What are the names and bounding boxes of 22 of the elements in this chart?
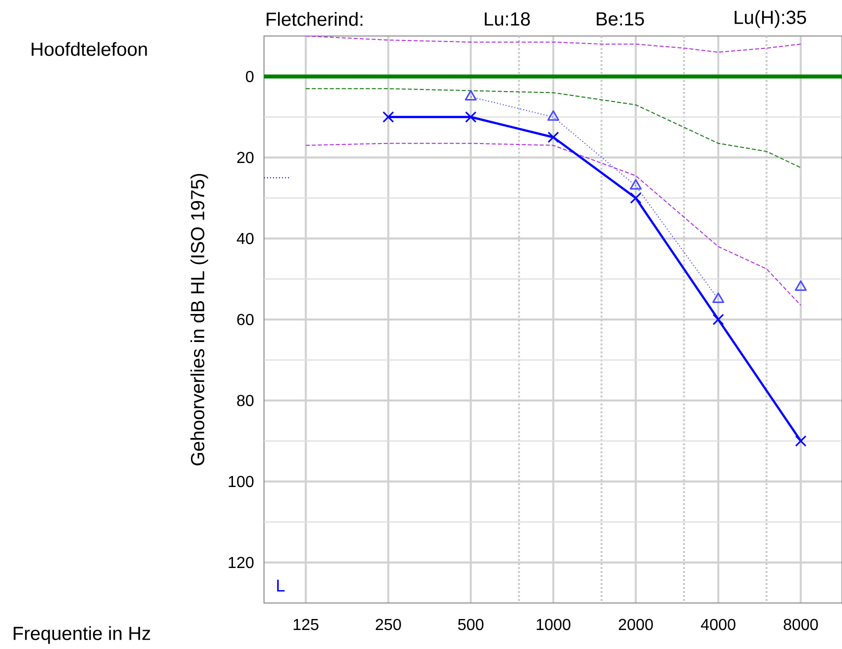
x-tick-label: 4000 — [700, 618, 736, 630]
x-tick-label: 2000 — [618, 618, 653, 630]
x-tick-label: 125 — [294, 618, 318, 630]
text: Be:15 — [596, 12, 644, 26]
text: Hoofdtelefoon — [32, 42, 147, 56]
y-tick-label: 60 — [237, 314, 254, 326]
x-tick-label: 1000 — [536, 618, 570, 630]
y-tick-label: 40 — [236, 232, 254, 244]
y-tick-label: 20 — [237, 152, 254, 164]
annotation: L — [277, 580, 285, 592]
x-tick-label: 8000 — [784, 618, 818, 630]
text: Fletcherind: — [266, 12, 362, 26]
x-tick-label: 250 — [376, 618, 401, 630]
y-tick-label: 120 — [228, 556, 254, 568]
y-tick-label: 0 — [246, 70, 254, 82]
x-axis-title: Frequentie in Hz — [14, 626, 150, 644]
y-axis-title: Gehoorverlies in dB HL (ISO 1975) — [190, 174, 208, 466]
text: Lu:18 — [484, 12, 530, 26]
x-tick-label: 500 — [458, 618, 484, 630]
y-tick-label: 80 — [237, 394, 254, 406]
y-tick-label: 100 — [228, 476, 254, 488]
text: Lu(H):35 — [734, 10, 806, 28]
